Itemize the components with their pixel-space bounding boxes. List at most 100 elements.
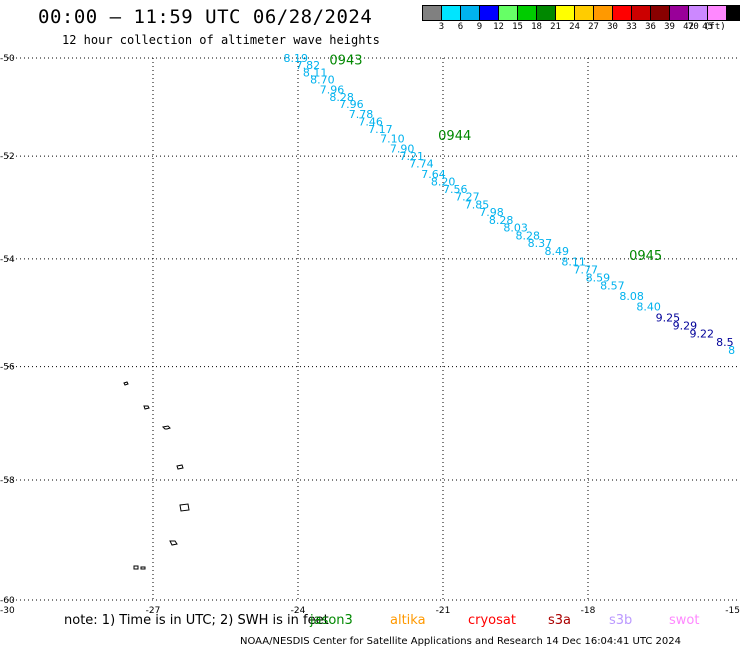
map-subtitle: 12 hour collection of altimeter wave hei… xyxy=(62,33,380,47)
wave-height-value: 8.11 xyxy=(561,255,586,268)
scale-swatch-12 xyxy=(651,5,670,21)
scale-label: 33 xyxy=(626,22,637,32)
scale-swatch-8 xyxy=(575,5,594,21)
wave-height-value: 7.21 xyxy=(400,150,425,163)
island-2 xyxy=(143,405,150,410)
scale-swatch-13 xyxy=(670,5,689,21)
wave-height-value: 7.78 xyxy=(349,108,374,121)
wave-height-value: 7.46 xyxy=(358,115,383,128)
x-tick-label: -15 xyxy=(725,606,740,616)
wave-height-value: 8.28 xyxy=(329,91,354,104)
scale-label: 3 xyxy=(438,22,445,32)
wave-height-value: 8.19 xyxy=(284,52,309,65)
scale-label: 70 xyxy=(688,22,699,32)
wave-height-value: 8.59 xyxy=(586,271,611,284)
scale-label: 30 xyxy=(607,22,618,32)
scale-swatch-11 xyxy=(632,5,651,21)
wave-height-value: 8.08 xyxy=(619,290,644,303)
island-7 xyxy=(133,565,139,570)
x-tick-label: -27 xyxy=(146,606,161,616)
x-tick-label: -18 xyxy=(581,606,596,616)
scale-swatch-15 xyxy=(708,5,727,21)
y-tick-label: -50 xyxy=(0,54,15,64)
scale-swatch-9 xyxy=(594,5,613,21)
wave-height-value: 8.5 xyxy=(716,336,734,349)
wave-height-value: 7.74 xyxy=(409,158,434,171)
scale-unit: (ft) xyxy=(704,22,726,32)
scale-label: 24 xyxy=(569,22,580,32)
y-tick-label: -60 xyxy=(0,596,15,606)
satellite-altika: altika xyxy=(390,613,426,628)
scale-label: 39 xyxy=(664,22,675,32)
satellite-s3a: s3a xyxy=(548,613,572,628)
wave-height-value: 7.10 xyxy=(380,133,405,146)
wave-height-value: 9.29 xyxy=(673,320,698,333)
wave-height-value: 7.64 xyxy=(421,168,446,181)
scale-label: 6 xyxy=(457,22,464,32)
scale-label: 21 xyxy=(550,22,561,32)
footer-note: note: 1) Time is in UTC; 2) SWH is in fe… xyxy=(64,613,329,628)
scale-swatch-10 xyxy=(613,5,632,21)
wave-height-value: 9.22 xyxy=(690,328,715,341)
island-6 xyxy=(169,540,178,546)
satellite-jason3: jason3 xyxy=(310,613,353,628)
scale-swatch-5 xyxy=(518,5,537,21)
track-time-label: 0945 xyxy=(629,249,662,264)
track-time-label: 0943 xyxy=(329,53,362,68)
wave-height-value: 8.37 xyxy=(528,237,553,250)
satellite-cryosat: cryosat xyxy=(468,613,516,628)
axis-tick-labels: -30 -27 -24 -21 -18 -15 -50 -52 -54 -56 -58 -60 xyxy=(0,54,740,616)
wave-height-value: 7.85 xyxy=(465,198,490,211)
wave-height-value: 8.11 xyxy=(303,66,328,79)
x-tick-label: -30 xyxy=(0,606,15,616)
x-tick-label: -21 xyxy=(436,606,451,616)
scale-swatch-14 xyxy=(689,5,708,21)
altimeter-track: 8.197.828.118.707.968.287.967.787.467.17… xyxy=(284,52,736,357)
scale-label: 9 xyxy=(476,22,483,32)
wave-height-value: 7.96 xyxy=(320,83,345,96)
scale-label: 42 xyxy=(683,22,694,32)
y-tick-label: -52 xyxy=(0,152,15,162)
wave-height-value: 7.96 xyxy=(339,98,364,111)
wave-height-value: 8 xyxy=(728,344,735,357)
scale-swatch-16 xyxy=(727,5,740,21)
scale-swatch-6 xyxy=(537,5,556,21)
color-scale-labels: 3 6 9 12 15 18 21 24 27 30 33 36 39 42 45 70 xyxy=(422,22,717,32)
scale-swatch-7 xyxy=(556,5,575,21)
x-tick-label: -24 xyxy=(291,606,306,616)
scale-label: 36 xyxy=(645,22,656,32)
wave-height-value: 9.25 xyxy=(656,311,681,324)
wave-height-value: 7.82 xyxy=(296,59,321,72)
wave-height-value: 7.77 xyxy=(574,263,599,276)
wave-height-value: 8.40 xyxy=(636,301,661,314)
wave-height-value: 8.70 xyxy=(310,74,335,87)
scale-swatch-2 xyxy=(461,5,480,21)
wave-height-color-scale xyxy=(422,5,740,21)
island-3 xyxy=(161,425,171,430)
scale-swatch-4 xyxy=(499,5,518,21)
wave-height-value: 8.57 xyxy=(600,279,625,292)
y-tick-label: -56 xyxy=(0,363,15,373)
y-tick-label: -54 xyxy=(0,255,15,265)
island-1 xyxy=(123,381,129,386)
scale-label: 45 xyxy=(702,22,713,32)
wave-height-value: 7.90 xyxy=(390,143,415,156)
island-8 xyxy=(140,566,146,570)
island-4 xyxy=(176,464,184,470)
grid-lines xyxy=(8,57,740,601)
y-tick-label: -58 xyxy=(0,476,15,486)
scale-label: 12 xyxy=(493,22,504,32)
wave-height-value: 8.49 xyxy=(545,245,570,258)
scale-swatch-1 xyxy=(442,5,461,21)
map-title: 00:00 – 11:59 UTC 06/28/2024 xyxy=(38,6,373,28)
track-time-label: 0944 xyxy=(438,129,471,144)
island-5 xyxy=(179,503,190,512)
wave-height-value: 8.28 xyxy=(516,229,541,242)
wave-height-value: 7.98 xyxy=(479,206,504,219)
scale-swatch-0 xyxy=(422,5,442,21)
footer-credit: NOAA/NESDIS Center for Satellite Applica… xyxy=(240,636,682,647)
scale-swatch-3 xyxy=(480,5,499,21)
wave-height-value: 7.27 xyxy=(455,191,480,204)
wave-height-value: 7.56 xyxy=(443,183,468,196)
